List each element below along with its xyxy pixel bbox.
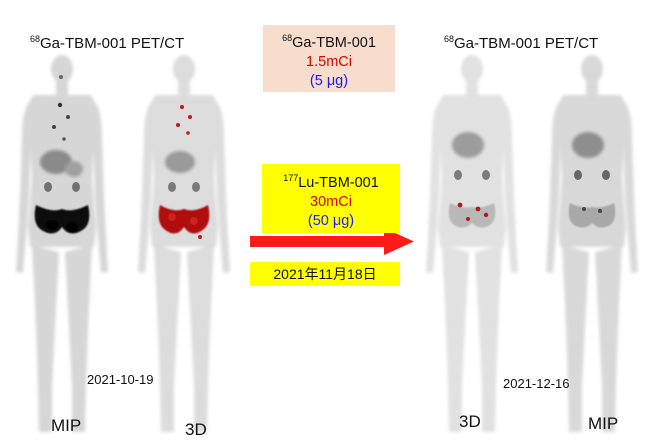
red-arrow — [250, 228, 414, 255]
before-mip-figure — [16, 55, 108, 432]
before-3d-label: 3D — [185, 420, 207, 439]
ga-box-name: Ga-TBM-001 — [292, 34, 376, 51]
left-header-label: 68Ga-TBM-001 PET/CT — [30, 34, 184, 52]
left-header-text: Ga-TBM-001 PET/CT — [40, 35, 185, 52]
after-mip-label: MIP — [588, 414, 619, 433]
after-scan-date: 2021-12-16 — [503, 376, 570, 391]
before-mip-label: MIP — [51, 416, 82, 435]
treatment-date-text: 2021年11月18日 — [273, 266, 377, 282]
after-3d-figure — [426, 55, 518, 432]
lu-box-dose: 30mCi — [310, 193, 352, 210]
left-header-isotope: 68 — [30, 34, 41, 44]
ga-box-isotope: 68 — [282, 33, 293, 43]
lu-box-name: Lu-TBM-001 — [298, 174, 379, 191]
right-header-text: Ga-TBM-001 PET/CT — [454, 35, 599, 52]
before-3d-figure — [138, 55, 230, 432]
ga-dose-box: 68Ga-TBM-001 1.5mCi (5 μg) — [263, 25, 395, 92]
treatment-date-box: 2021年11月18日 — [250, 262, 400, 286]
ga-box-dose: 1.5mCi — [306, 53, 352, 70]
right-header-isotope: 68 — [444, 34, 455, 44]
after-mip-figure — [546, 55, 638, 432]
right-header-label: 68Ga-TBM-001 PET/CT — [444, 34, 598, 52]
lu-box-mass: (50 μg) — [307, 212, 355, 229]
lu-dose-box: 177Lu-TBM-001 30mCi (50 μg) — [262, 164, 400, 233]
lu-box-isotope: 177 — [283, 173, 299, 183]
ga-box-mass: (5 μg) — [309, 72, 349, 89]
before-scan-date: 2021-10-19 — [87, 372, 154, 387]
after-3d-label: 3D — [459, 412, 481, 431]
